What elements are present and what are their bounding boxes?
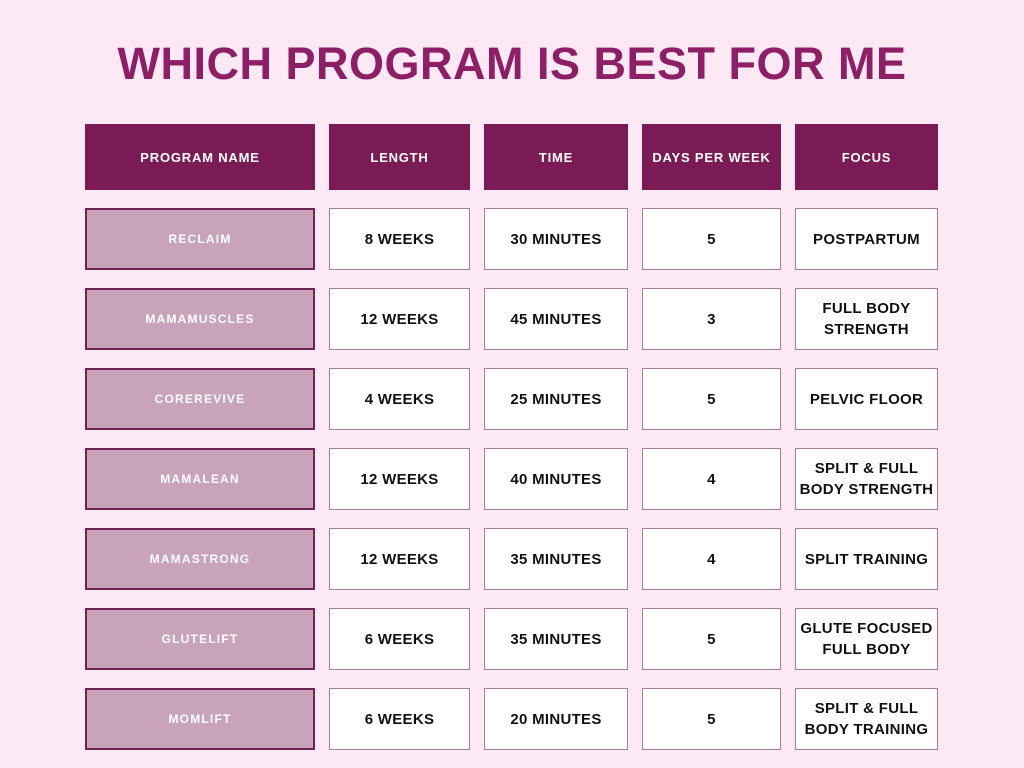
focus-cell: SPLIT & FULL BODY TRAINING: [795, 688, 938, 750]
time-cell: 35 MINUTES: [484, 528, 628, 590]
time-cell: 30 MINUTES: [484, 208, 628, 270]
program-name-cell: MAMALEAN: [85, 448, 315, 510]
column-header-time: TIME: [484, 124, 628, 190]
time-cell: 45 MINUTES: [484, 288, 628, 350]
days-per-week-cell: 4: [642, 448, 781, 510]
days-per-week-cell: 5: [642, 608, 781, 670]
time-cell: 20 MINUTES: [484, 688, 628, 750]
focus-cell: FULL BODY STRENGTH: [795, 288, 938, 350]
program-name-cell: GLUTELIFT: [85, 608, 315, 670]
page-title: WHICH PROGRAM IS BEST FOR ME: [117, 38, 907, 89]
time-cell: 40 MINUTES: [484, 448, 628, 510]
time-cell: 25 MINUTES: [484, 368, 628, 430]
length-cell: 6 WEEKS: [329, 608, 470, 670]
program-name-cell: MAMAMUSCLES: [85, 288, 315, 350]
column-header-days-per-week: DAYS PER WEEK: [642, 124, 781, 190]
length-cell: 8 WEEKS: [329, 208, 470, 270]
length-cell: 4 WEEKS: [329, 368, 470, 430]
column-header-program-name: PROGRAM NAME: [85, 124, 315, 190]
days-per-week-cell: 5: [642, 368, 781, 430]
days-per-week-cell: 5: [642, 208, 781, 270]
program-name-cell: MAMASTRONG: [85, 528, 315, 590]
focus-cell: GLUTE FOCUSED FULL BODY: [795, 608, 938, 670]
focus-cell: POSTPARTUM: [795, 208, 938, 270]
length-cell: 12 WEEKS: [329, 448, 470, 510]
program-name-cell: COREREVIVE: [85, 368, 315, 430]
length-cell: 6 WEEKS: [329, 688, 470, 750]
days-per-week-cell: 3: [642, 288, 781, 350]
program-name-cell: MOMLIFT: [85, 688, 315, 750]
length-cell: 12 WEEKS: [329, 288, 470, 350]
column-header-length: LENGTH: [329, 124, 470, 190]
focus-cell: SPLIT TRAINING: [795, 528, 938, 590]
days-per-week-cell: 4: [642, 528, 781, 590]
focus-cell: SPLIT & FULL BODY STRENGTH: [795, 448, 938, 510]
focus-cell: PELVIC FLOOR: [795, 368, 938, 430]
program-comparison-table: PROGRAM NAME LENGTH TIME DAYS PER WEEK F…: [85, 124, 938, 750]
time-cell: 35 MINUTES: [484, 608, 628, 670]
length-cell: 12 WEEKS: [329, 528, 470, 590]
program-name-cell: RECLAIM: [85, 208, 315, 270]
days-per-week-cell: 5: [642, 688, 781, 750]
column-header-focus: FOCUS: [795, 124, 938, 190]
